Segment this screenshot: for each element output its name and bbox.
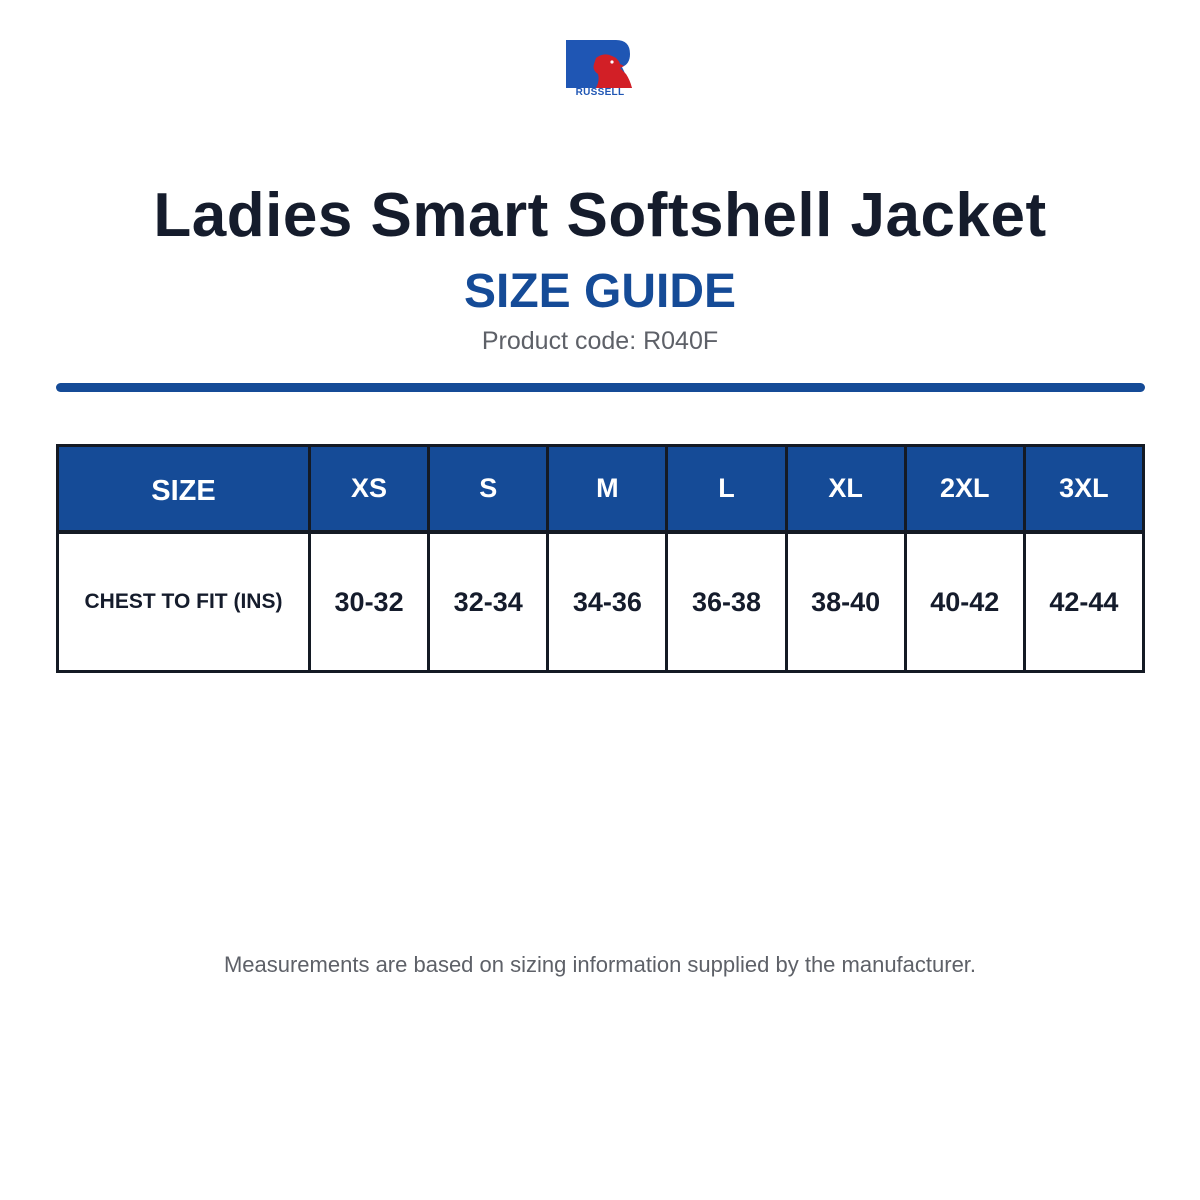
size-header-row: SIZE XS S M L XL 2XL 3XL bbox=[56, 444, 1146, 534]
chest-value-cell: 38-40 bbox=[784, 530, 907, 673]
chest-value-cell: 32-34 bbox=[427, 530, 550, 673]
size-table: SIZE XS S M L XL 2XL 3XL CHEST TO FIT (I… bbox=[56, 444, 1146, 673]
footnote: Measurements are based on sizing informa… bbox=[223, 952, 977, 977]
divider bbox=[56, 383, 1145, 392]
size-header-label: SIZE bbox=[56, 444, 311, 534]
size-header-cell: M bbox=[546, 444, 669, 534]
size-header-cell: XS bbox=[307, 444, 431, 534]
size-header-cell: XL bbox=[784, 444, 907, 534]
chest-value-cell: 36-38 bbox=[665, 530, 788, 673]
chest-row: CHEST TO FIT (INS) 30-32 32-34 34-36 36-… bbox=[56, 530, 1146, 673]
size-header-cell: 3XL bbox=[1022, 444, 1146, 534]
size-header-cell: 2XL bbox=[903, 444, 1026, 534]
chest-row-label: CHEST TO FIT (INS) bbox=[56, 530, 311, 673]
chest-value-cell: 42-44 bbox=[1022, 530, 1146, 673]
chest-value-cell: 40-42 bbox=[903, 530, 1026, 673]
chest-value-cell: 34-36 bbox=[546, 530, 669, 673]
size-guide-subtitle: SIZE GUIDE bbox=[463, 265, 737, 318]
product-code: Product code: R040F bbox=[481, 327, 719, 355]
size-header-cell: L bbox=[665, 444, 788, 534]
russell-logo: RUSSELL bbox=[566, 40, 634, 96]
svg-text:RUSSELL: RUSSELL bbox=[576, 87, 625, 96]
chest-value-cell: 30-32 bbox=[307, 530, 431, 673]
page-title: Ladies Smart Softshell Jacket bbox=[153, 181, 1047, 250]
size-header-cell: S bbox=[427, 444, 550, 534]
